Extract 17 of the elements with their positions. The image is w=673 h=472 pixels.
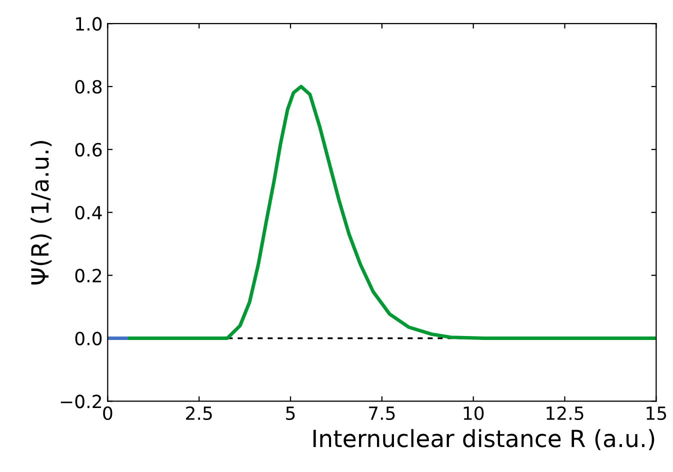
x-tick-label: 15 (646, 406, 666, 420)
x-tick-label: 0 (103, 406, 112, 420)
x-tick-label: 12.5 (546, 406, 584, 420)
y-tick-label: 1.0 (76, 17, 102, 31)
line-series (128, 84, 656, 340)
y-axis-title: Ψ(R) (1/a.u.) (30, 141, 52, 284)
y-tick-label: 0.6 (75, 142, 102, 157)
y-tick-label: 0.4 (75, 206, 102, 220)
y-tick-label: 0.2 (75, 268, 102, 282)
y-tick-label: 0.0 (75, 332, 102, 346)
y-tick-label: 0.8 (75, 80, 102, 94)
x-axis-title: Internuclear distance R (a.u.) (313, 429, 654, 450)
y-tick-label: −0.2 (60, 394, 102, 408)
x-tick-label: 2.5 (186, 406, 212, 420)
x-tick-label: 5 (286, 406, 295, 420)
x-tick-label: 10 (464, 406, 484, 420)
x-tick-label: 7.5 (369, 406, 395, 420)
